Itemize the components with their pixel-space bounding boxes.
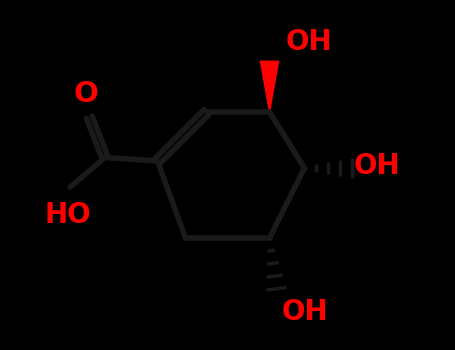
Text: HO: HO [45, 201, 91, 229]
Text: OH: OH [285, 28, 332, 56]
Text: OH: OH [354, 152, 400, 180]
Text: OH: OH [282, 298, 329, 326]
Text: O: O [73, 80, 98, 108]
Polygon shape [260, 61, 278, 112]
